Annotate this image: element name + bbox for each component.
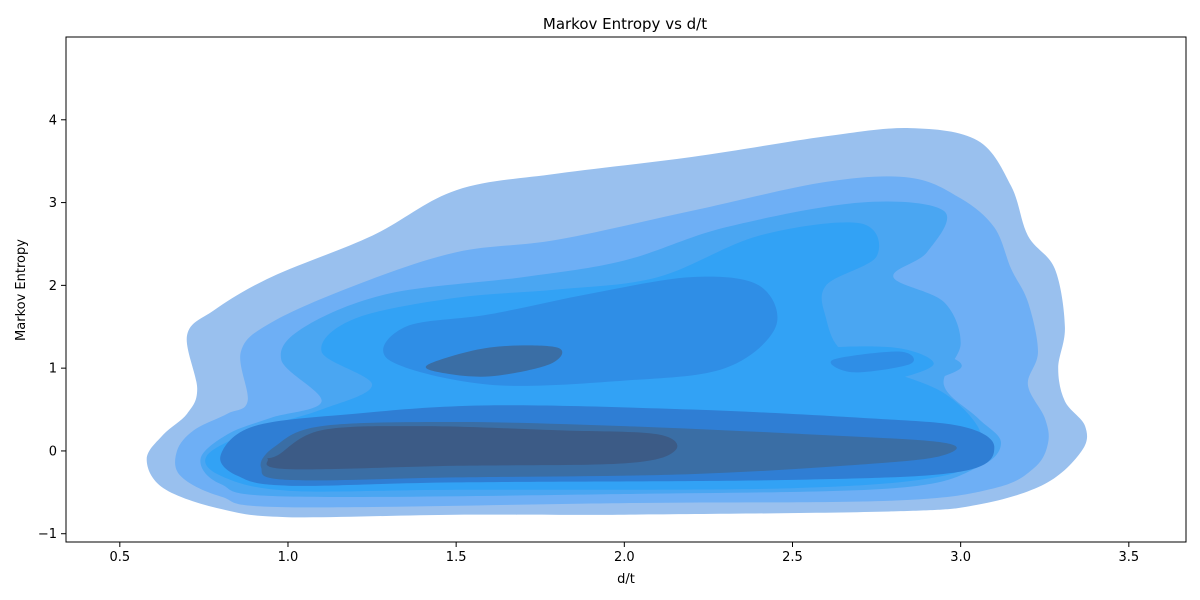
y-tick-label: 2 xyxy=(49,279,57,294)
y-tick-label: 3 xyxy=(49,196,57,211)
x-tick-label: 0.5 xyxy=(109,550,130,565)
y-axis: −1 0 1 2 3 4 xyxy=(38,113,66,542)
y-tick-label: 0 xyxy=(49,444,57,459)
contour-level-8-region-1 xyxy=(266,426,678,470)
contour-level-5-region-2 xyxy=(830,351,914,373)
x-tick-label: 2.0 xyxy=(614,550,635,565)
x-axis-label: d/t xyxy=(617,572,635,587)
x-tick-label: 3.0 xyxy=(950,550,971,565)
y-axis-label: Markov Entropy xyxy=(14,239,29,341)
x-axis: 0.5 1.0 1.5 2.0 2.5 3.0 3.5 xyxy=(109,542,1139,565)
x-tick-label: 1.0 xyxy=(278,550,299,565)
density-contours xyxy=(146,128,1088,518)
x-tick-label: 1.5 xyxy=(446,550,467,565)
y-tick-label: −1 xyxy=(38,527,57,542)
y-tick-label: 1 xyxy=(49,362,57,377)
chart-title: Markov Entropy vs d/t xyxy=(543,15,707,33)
contour-level-7-region-1 xyxy=(425,345,563,377)
x-tick-label: 2.5 xyxy=(782,550,803,565)
y-tick-label: 4 xyxy=(49,113,57,128)
plot-frame xyxy=(65,36,1187,543)
x-tick-label: 3.5 xyxy=(1118,550,1139,565)
